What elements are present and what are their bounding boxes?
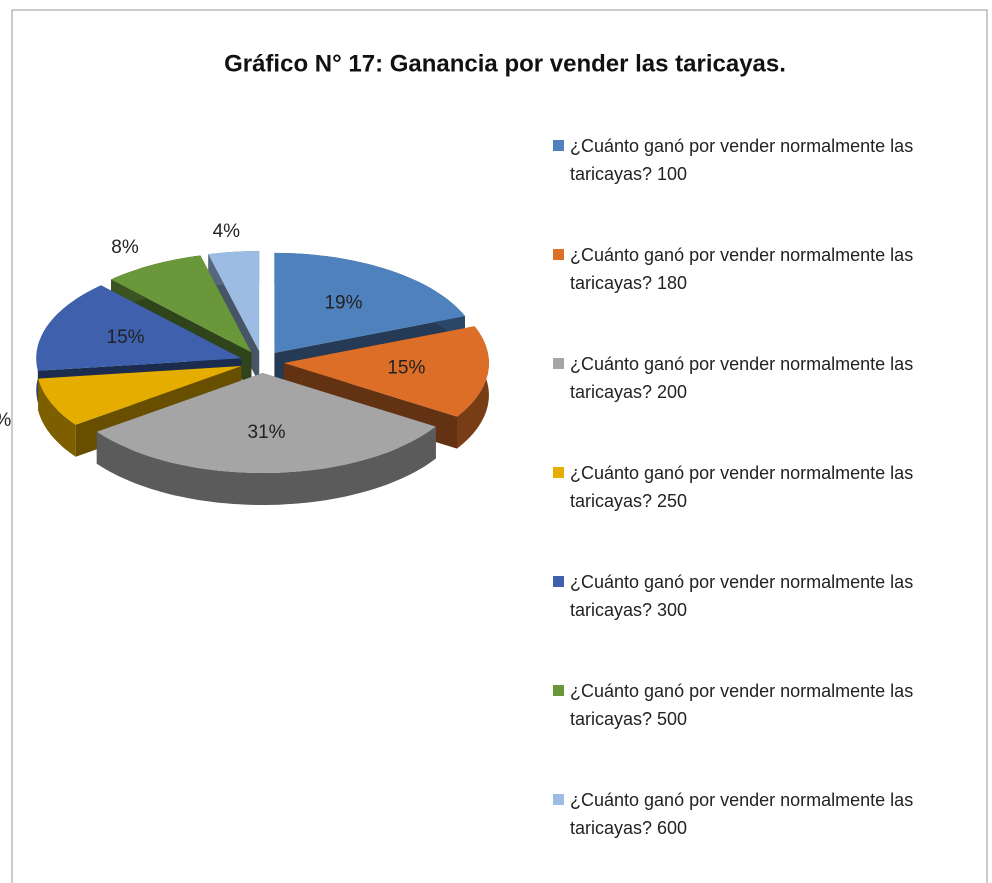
pie-slice (274, 252, 465, 353)
pie-slice (96, 373, 436, 473)
pie-slice (283, 326, 489, 417)
pie-labels: 19% 15% 31% 8% 15% 8% 4% (0, 221, 425, 443)
legend-swatch (553, 467, 564, 478)
data-label: 4% (213, 221, 241, 242)
slice-outer-wall (96, 426, 436, 505)
legend-entry: ¿Cuánto ganó por vender normalmente las … (553, 677, 973, 733)
legend-swatch (553, 140, 564, 151)
pie-slice (38, 366, 242, 425)
legend-swatch (553, 794, 564, 805)
legend-swatch (553, 685, 564, 696)
slice-outer-wall (38, 378, 76, 457)
legend-swatch (553, 576, 564, 587)
legend-swatch (553, 358, 564, 369)
chart-frame (11, 9, 988, 883)
data-label: 31% (248, 422, 286, 443)
pie-tops (36, 251, 489, 473)
legend-label: ¿Cuánto ganó por vender normalmente las … (570, 354, 914, 402)
chart-title: Gráfico N° 17: Ganancia por vender las t… (224, 50, 786, 77)
data-label: 8% (111, 237, 139, 258)
pie-slice (111, 255, 252, 353)
data-label: 15% (387, 358, 425, 379)
legend-label: ¿Cuánto ganó por vender normalmente las … (570, 136, 914, 184)
legend-label: ¿Cuánto ganó por vender normalmente las … (570, 245, 914, 293)
legend-entry: ¿Cuánto ganó por vender normalmente las … (553, 132, 973, 188)
data-label: 15% (107, 327, 145, 348)
legend-entry: ¿Cuánto ganó por vender normalmente las … (553, 350, 973, 406)
legend-label: ¿Cuánto ganó por vender normalmente las … (570, 463, 914, 511)
data-label: 8% (0, 410, 11, 431)
legend-label: ¿Cuánto ganó por vender normalmente las … (570, 681, 914, 729)
legend-entry: ¿Cuánto ganó por vender normalmente las … (553, 786, 973, 842)
data-label: 19% (324, 292, 362, 313)
legend-label: ¿Cuánto ganó por vender normalmente las … (570, 790, 914, 838)
pie-slice (208, 251, 260, 352)
legend-entry: ¿Cuánto ganó por vender normalmente las … (553, 241, 973, 297)
legend-swatch (553, 249, 564, 260)
pie-slice (36, 285, 242, 371)
legend-entry: ¿Cuánto ganó por vender normalmente las … (553, 568, 973, 624)
legend-label: ¿Cuánto ganó por vender normalmente las … (570, 572, 914, 620)
legend-entry: ¿Cuánto ganó por vender normalmente las … (553, 459, 973, 515)
